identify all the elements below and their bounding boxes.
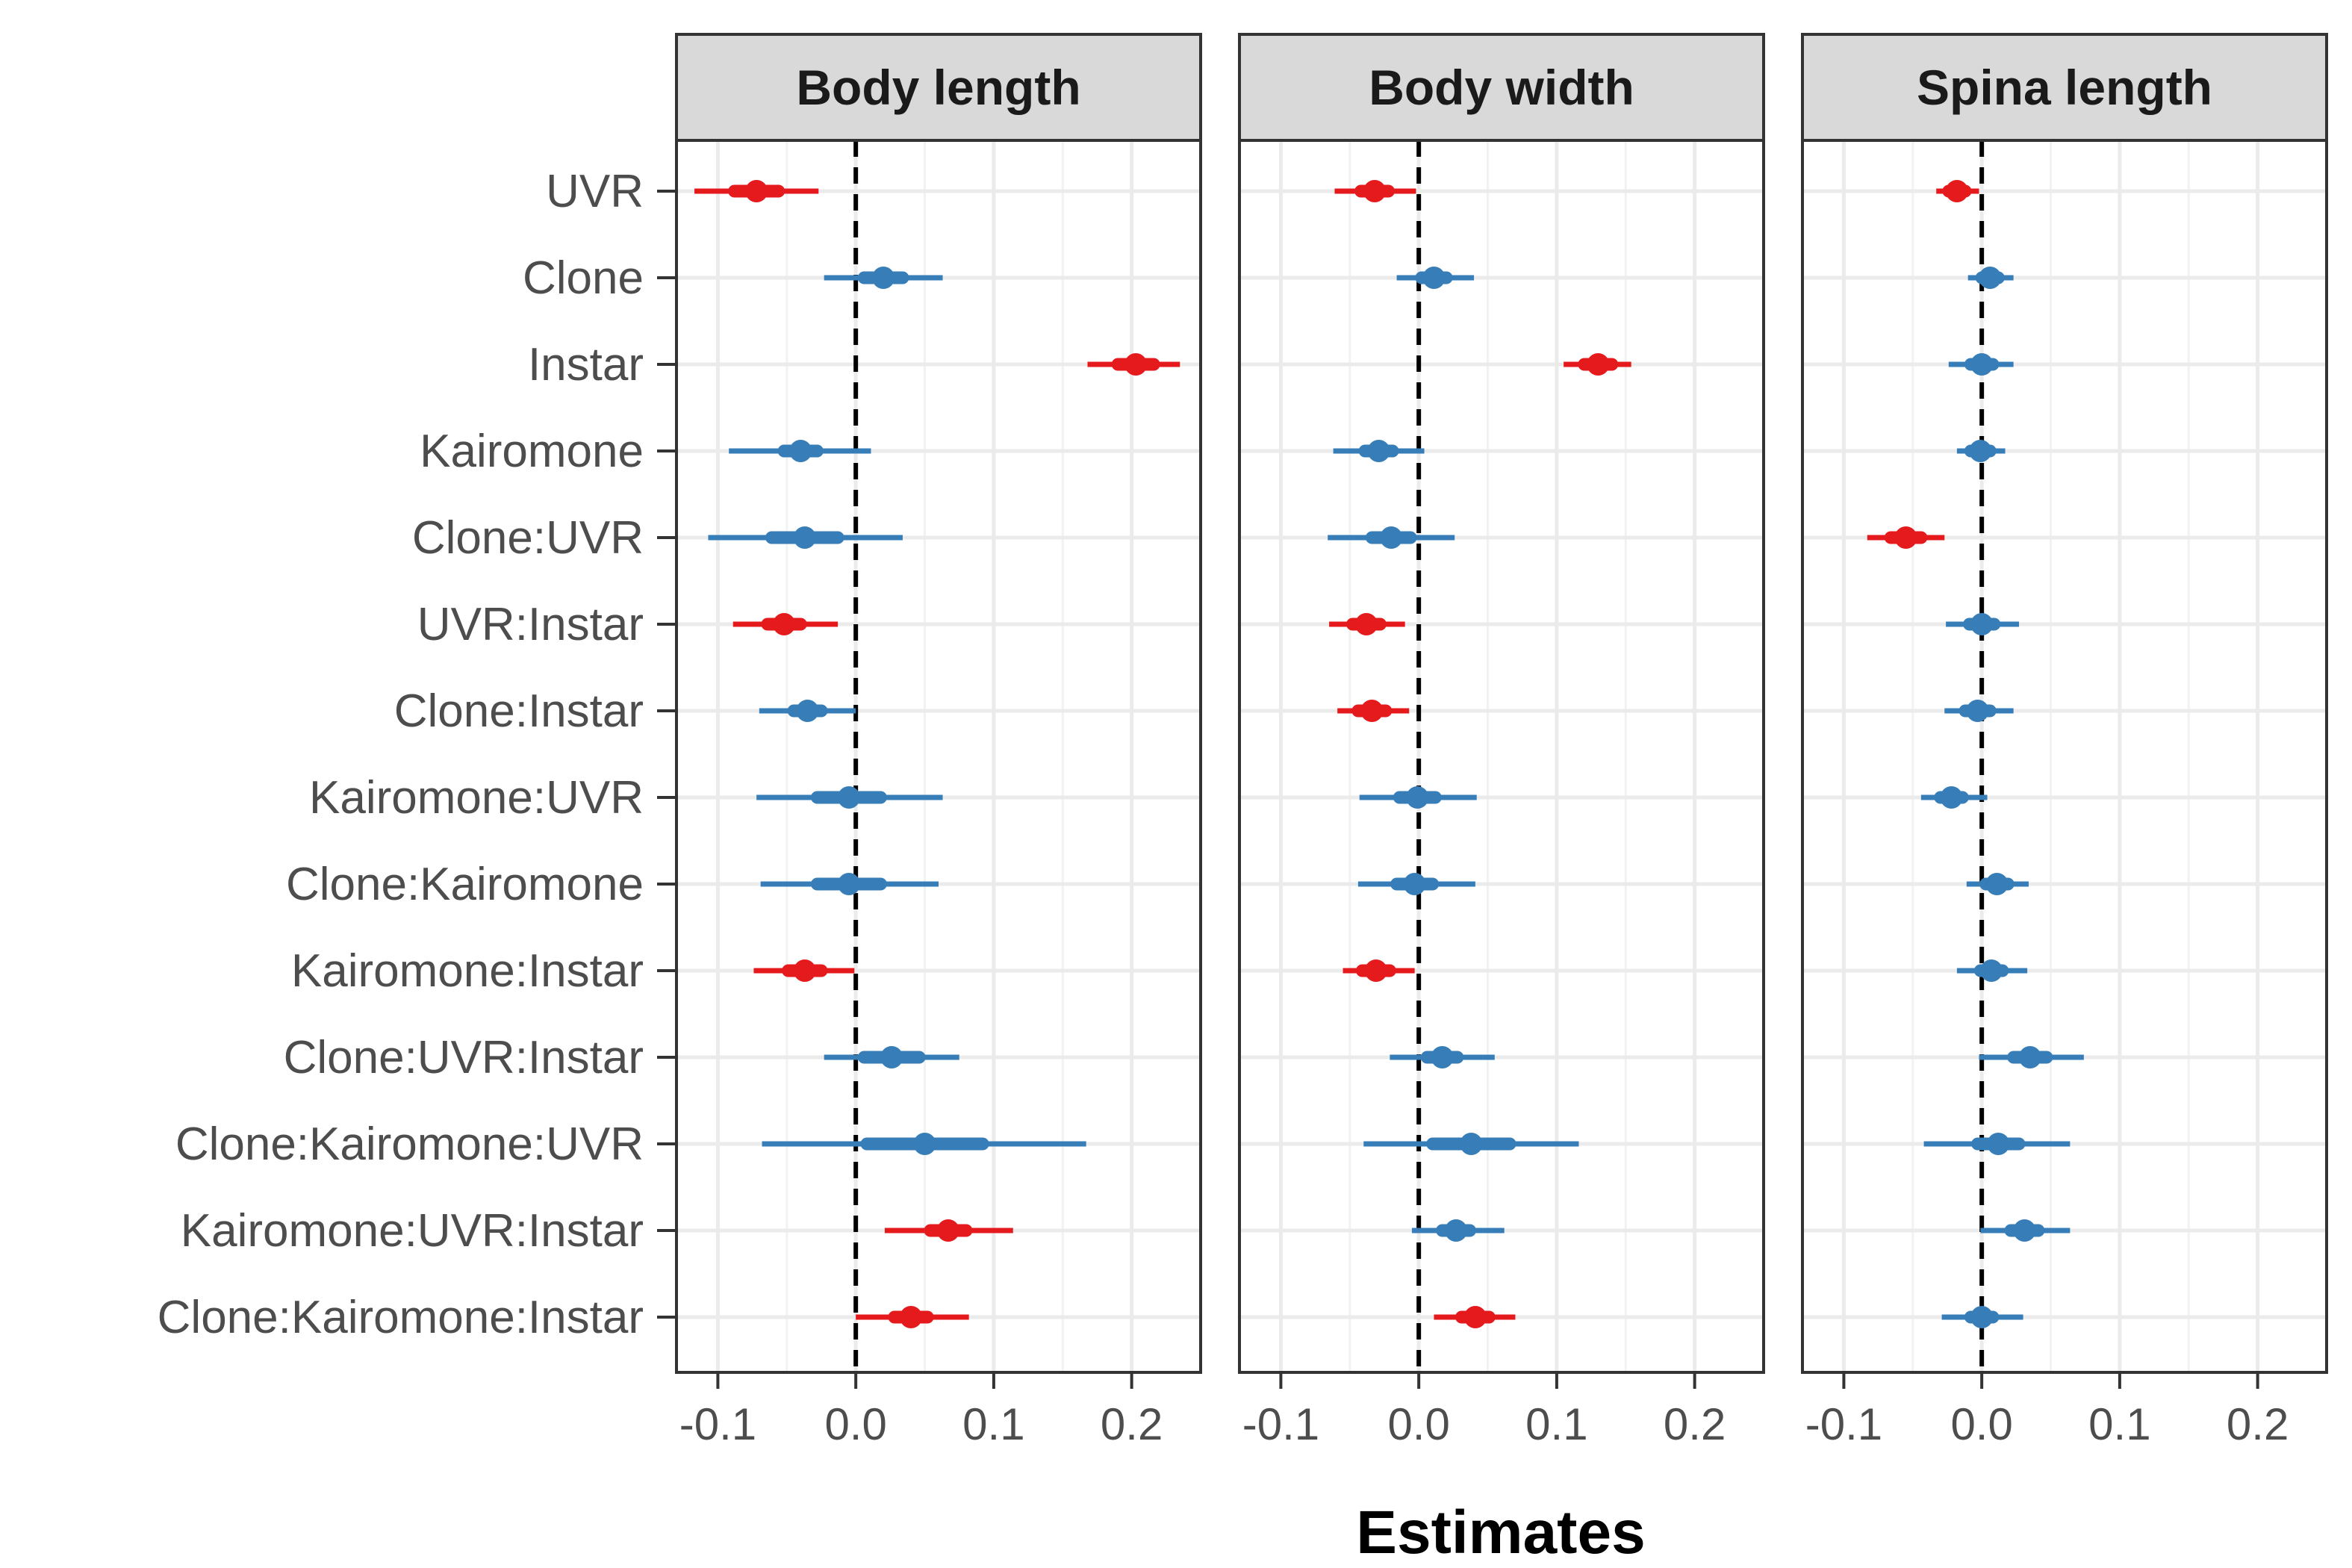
x-tick-label: 0.0 xyxy=(824,1399,886,1449)
y-axis-labels: UVR Clone Instar Kairomone Clone:UVR UVR:Inst… xyxy=(158,166,676,1343)
estimate-point xyxy=(793,526,816,549)
facet-title: Spina length xyxy=(1917,60,2212,115)
x-tick-label: 0.2 xyxy=(1101,1399,1163,1449)
estimate-point xyxy=(1406,786,1429,809)
facet-strip xyxy=(1801,33,2328,142)
y-tick-label: Clone:Kairomone:Instar xyxy=(158,1292,644,1343)
x-tick-label: -0.1 xyxy=(679,1399,756,1449)
y-tick-label: Clone:UVR xyxy=(412,512,644,564)
facet-strip xyxy=(1238,33,1765,142)
x-tick-label: 0.2 xyxy=(2227,1399,2289,1449)
estimate-point xyxy=(1460,1133,1483,1155)
estimate-point xyxy=(1363,180,1387,202)
y-tick-label: Clone:Kairomone xyxy=(286,859,644,910)
estimate-point xyxy=(1463,1306,1487,1328)
estimate-point xyxy=(872,267,895,289)
x-tick-label: 0.0 xyxy=(1387,1399,1449,1449)
facet-panel: Spina length -0.1 0.0 0.1 0.2 xyxy=(1801,33,2328,1449)
x-tick-label: 0.2 xyxy=(1664,1399,1726,1449)
panel-background xyxy=(676,140,1201,1372)
estimate-point xyxy=(837,873,860,895)
y-tick-label: Clone:UVR:Instar xyxy=(284,1032,644,1083)
facet-panels: Body length -0.1 0.0 0.1 0.2 Body width -0.1 0.… xyxy=(675,33,2328,1449)
estimate-point xyxy=(1364,959,1387,982)
facet-title: Body length xyxy=(796,60,1080,115)
estimate-point xyxy=(1940,786,1963,809)
y-tick-label: Instar xyxy=(528,339,644,391)
facet-strip xyxy=(675,33,1202,142)
y-tick-label: Clone:Instar xyxy=(394,685,644,737)
estimate-point xyxy=(1979,267,2002,289)
estimate-point xyxy=(793,959,816,982)
facet-panel: Body width -0.1 0.0 0.1 0.2 xyxy=(1238,33,1765,1449)
estimate-point xyxy=(1894,526,1917,549)
y-tick-label: UVR xyxy=(546,166,644,217)
x-tick-label: 0.0 xyxy=(1950,1399,2012,1449)
estimate-point xyxy=(880,1046,903,1068)
estimate-point xyxy=(789,440,812,462)
facet-panel: Body length -0.1 0.0 0.1 0.2 xyxy=(675,33,1202,1449)
estimate-point xyxy=(900,1306,923,1328)
estimate-point xyxy=(2013,1219,2036,1242)
x-tick-label: 0.1 xyxy=(962,1399,1024,1449)
x-tick-label: -0.1 xyxy=(1242,1399,1319,1449)
y-tick-label: Clone xyxy=(523,252,644,304)
estimate-point xyxy=(796,700,819,722)
estimate-point xyxy=(837,786,860,809)
x-tick-label: 0.1 xyxy=(2088,1399,2150,1449)
estimate-point xyxy=(1445,1219,1468,1242)
y-tick-label: Clone:Kairomone:UVR xyxy=(175,1119,644,1170)
estimate-point xyxy=(1403,873,1426,895)
estimate-point xyxy=(1969,440,1992,462)
estimate-point xyxy=(1431,1046,1454,1068)
facet-title: Body width xyxy=(1369,60,1634,115)
y-tick-label: Kairomone:Instar xyxy=(291,945,644,997)
estimate-point xyxy=(745,180,768,202)
estimate-point xyxy=(1367,440,1390,462)
y-tick-label: Kairomone:UVR:Instar xyxy=(181,1205,644,1257)
estimate-point xyxy=(2018,1046,2041,1068)
y-tick-label: UVR:Instar xyxy=(417,599,644,650)
x-tick-label: -0.1 xyxy=(1805,1399,1882,1449)
estimate-point xyxy=(1985,873,2009,895)
estimate-point xyxy=(1124,353,1148,376)
y-tick-label: Kairomone xyxy=(420,426,644,477)
x-axis-title: Estimates xyxy=(1356,1499,1645,1567)
estimate-point xyxy=(1980,959,2003,982)
estimate-point xyxy=(1970,1306,1994,1328)
estimate-point xyxy=(936,1219,959,1242)
estimate-point xyxy=(1970,353,1994,376)
panel-background xyxy=(1802,140,2327,1372)
estimate-point xyxy=(1422,267,1446,289)
estimate-point xyxy=(1970,613,1994,635)
panel-background xyxy=(1239,140,1764,1372)
estimate-point xyxy=(773,613,796,635)
estimate-point xyxy=(1945,180,1968,202)
estimate-point xyxy=(1360,700,1384,722)
estimate-point xyxy=(1966,700,1989,722)
estimate-point xyxy=(1987,1133,2010,1155)
estimate-point xyxy=(1587,353,1610,376)
estimate-point xyxy=(1380,526,1403,549)
estimate-point xyxy=(913,1133,936,1155)
x-tick-label: 0.1 xyxy=(1525,1399,1587,1449)
estimate-point xyxy=(1354,613,1378,635)
y-tick-label: Kairomone:UVR xyxy=(309,772,644,824)
